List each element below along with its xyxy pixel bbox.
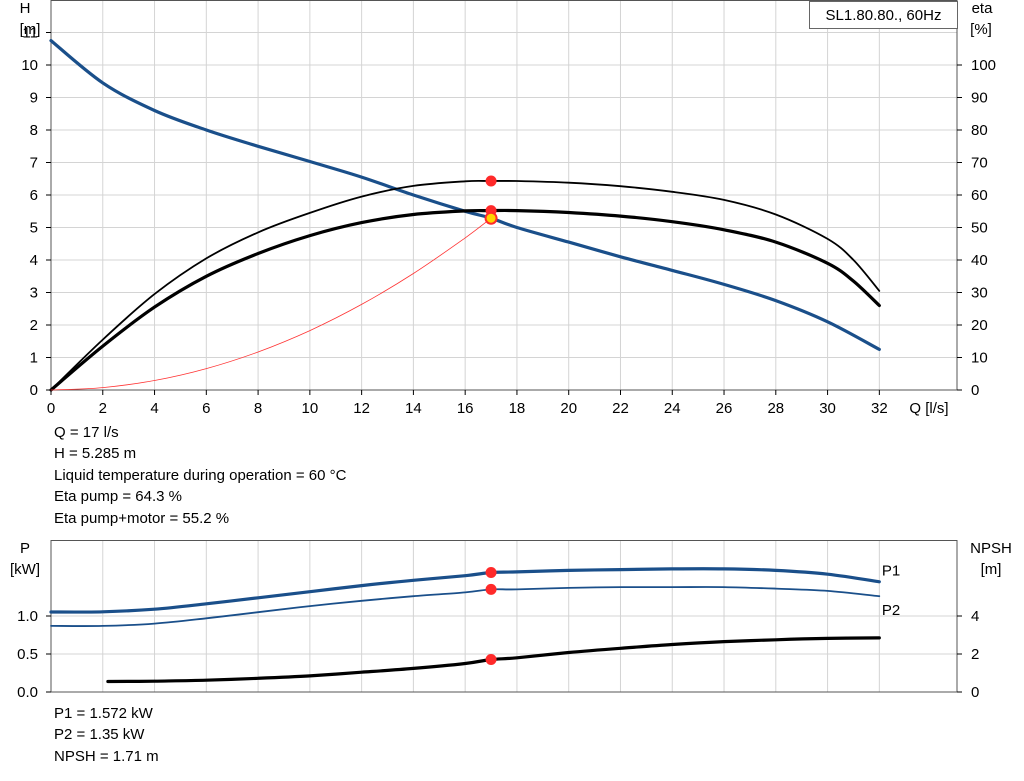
x-tick-label: 20	[560, 400, 577, 417]
npsh-value: NPSH = 1.71 m	[54, 747, 159, 765]
y-axis-label: P	[20, 540, 30, 557]
x-tick-label: 12	[353, 400, 370, 417]
duty-point-marker	[485, 654, 497, 666]
y2-tick-label: 0	[971, 684, 979, 701]
y-tick-label: 8	[30, 122, 38, 139]
y2-tick-label: 4	[971, 608, 979, 625]
y2-tick-label: 60	[971, 187, 988, 204]
x-tick-label: 26	[716, 400, 733, 417]
operating-point-marker	[484, 211, 498, 225]
y2-tick-label: 20	[971, 317, 988, 334]
y2-axis-label: NPSH	[970, 540, 1012, 557]
x-tick-label: 24	[664, 400, 681, 417]
eta-pump-motor-value: Eta pump+motor = 55.2 %	[54, 509, 230, 527]
x-tick-label: 16	[457, 400, 474, 417]
y2-tick-label: 10	[971, 350, 988, 367]
x-tick-label: 28	[767, 400, 784, 417]
y2-axis-unit: [%]	[970, 21, 992, 38]
y-tick-label: 9	[30, 90, 38, 107]
x-tick-label: 30	[819, 400, 836, 417]
y-axis-unit: [m]	[20, 21, 41, 38]
y-tick-label: 3	[30, 285, 38, 302]
y2-tick-label: 80	[971, 122, 988, 139]
x-axis-label: Q [l/s]	[909, 400, 948, 417]
head-value: H = 5.285 m	[54, 445, 137, 463]
series-line-1-0	[49, 567, 881, 614]
y-tick-label: 5	[30, 220, 38, 237]
x-tick-label: 0	[47, 400, 55, 417]
y-tick-label: 0.5	[17, 646, 38, 663]
x-tick-label: 14	[405, 400, 422, 417]
series-line-0-0	[49, 39, 881, 351]
x-tick-label: 18	[509, 400, 526, 417]
y-tick-label: 10	[21, 57, 38, 74]
x-tick-label: 4	[150, 400, 158, 417]
y-tick-label: 1	[30, 350, 38, 367]
p1-value: P1 = 1.572 kW	[54, 705, 153, 722]
duty-point-marker	[485, 567, 497, 579]
y2-axis-label: eta	[972, 0, 994, 17]
y-tick-label: 4	[30, 252, 38, 269]
series-label-p2: P2	[882, 602, 900, 619]
flow-value: Q = 17 l/s	[54, 424, 119, 441]
y-axis-unit: [kW]	[10, 561, 40, 578]
operating-point-info: Q = 17 l/s H = 5.285 m Liquid temperatur…	[54, 422, 346, 529]
y2-tick-label: 40	[971, 252, 988, 269]
series-line-0-3	[50, 217, 492, 391]
y2-tick-label: 2	[971, 646, 979, 663]
y2-axis-unit: [m]	[981, 561, 1002, 578]
power-info: P1 = 1.572 kW P2 = 1.35 kW NPSH = 1.71 m	[54, 703, 159, 767]
liquid-temperature: Liquid temperature during operation = 60…	[54, 466, 347, 484]
y2-tick-label: 100	[971, 57, 996, 74]
y-tick-label: 1.0	[17, 608, 38, 625]
title-box	[809, 1, 958, 29]
y-tick-label: 0	[30, 382, 38, 399]
series-line-1-1	[50, 586, 881, 627]
y2-tick-label: 30	[971, 285, 988, 302]
y2-tick-label: 90	[971, 90, 988, 107]
y-tick-label: 11	[22, 25, 38, 42]
y-tick-label: 0.0	[17, 684, 38, 701]
y2-tick-label: 50	[971, 220, 988, 237]
chart-title: SL1.80.80., 60Hz	[826, 7, 942, 24]
y2-tick-label: 70	[971, 155, 988, 172]
x-tick-label: 2	[99, 400, 107, 417]
eta-pump-value: Eta pump = 64.3 %	[54, 488, 182, 506]
duty-point-marker	[485, 175, 497, 187]
p2-value: P2 = 1.35 kW	[54, 726, 145, 744]
x-tick-label: 10	[302, 400, 319, 417]
y2-tick-label: 0	[971, 382, 979, 399]
y-tick-label: 2	[30, 317, 38, 334]
y-tick-label: 7	[30, 155, 38, 172]
x-tick-label: 22	[612, 400, 629, 417]
duty-point-marker	[485, 583, 497, 595]
x-tick-label: 8	[254, 400, 262, 417]
y-tick-label: 6	[30, 187, 38, 204]
series-label-p1: P1	[882, 562, 900, 579]
x-tick-label: 32	[871, 400, 888, 417]
y-axis-label: H	[20, 0, 31, 17]
x-tick-label: 6	[202, 400, 210, 417]
